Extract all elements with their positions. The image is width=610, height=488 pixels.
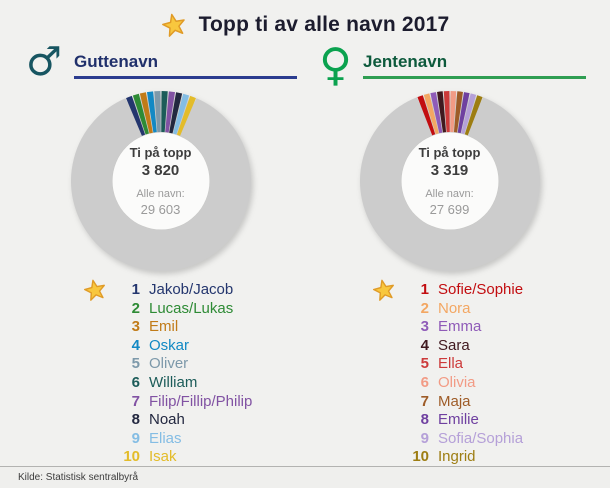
star-icon — [372, 279, 394, 301]
list-item: 7 Filip/Fillip/Philip — [116, 393, 305, 412]
name-label: Emilie — [438, 411, 479, 429]
list-item: 10 Ingrid — [405, 448, 594, 467]
girls-name-list: 1 Sofie/Sophie 2 Nora 3 Emma 4 Sara 5 Ella 6 Olivia… — [372, 279, 594, 467]
list-item: 5 Ella — [405, 355, 594, 374]
list-item: 2 Lucas/Lukas — [116, 300, 305, 319]
name-label: Sofia/Sophia — [438, 429, 524, 447]
name-label: Maja — [438, 392, 471, 410]
list-item: 10 Isak — [116, 448, 305, 467]
star-icon — [161, 13, 185, 37]
rank-number: 1 — [131, 281, 140, 298]
girls-donut: Ti på topp 3 319 Alle navn: 27 699 — [350, 85, 550, 277]
rank-number: 8 — [420, 411, 429, 429]
girls-header: Jentenavn — [363, 52, 586, 79]
title-row: Topp ti av alle navn 2017 — [0, 0, 610, 38]
boys-header: Guttenavn — [74, 52, 297, 79]
rank-number: 6 — [420, 373, 429, 391]
boys-section: ♂ Guttenavn Ti på topp 3 820 Alle navn: … — [16, 40, 305, 467]
chart-columns: ♂ Guttenavn Ti på topp 3 820 Alle navn: … — [0, 40, 610, 467]
boys-donut-chart — [70, 91, 251, 271]
girls-section: ♀ Jentenavn Ti på topp 3 319 Alle navn: … — [305, 40, 594, 467]
list-item: 1 Jakob/Jacob — [116, 281, 305, 300]
name-label: Nora — [438, 299, 471, 317]
rank-number: 8 — [131, 411, 140, 429]
name-label: William — [149, 373, 198, 391]
list-item: 9 Sofia/Sophia — [405, 430, 594, 449]
boys-rows: 1 Jakob/Jacob 2 Lucas/Lukas 3 Emil 4 Oskar 5 Oliv… — [116, 281, 305, 467]
name-label: Oliver — [149, 355, 189, 373]
rank-number: 7 — [131, 392, 140, 410]
list-item: 4 Oskar — [116, 337, 305, 356]
name-label: Emma — [438, 318, 482, 336]
name-label: Sofie/Sophie — [438, 281, 524, 298]
rank-number: 2 — [131, 299, 140, 317]
rank-number: 1 — [420, 281, 429, 298]
name-label: Ella — [438, 355, 464, 373]
name-label: Emil — [149, 318, 179, 336]
name-label: Lucas/Lukas — [149, 299, 234, 317]
name-label: Ingrid — [438, 448, 476, 466]
list-item: 6 Olivia — [405, 374, 594, 393]
source-note: Kilde: Statistisk sentralbyrå — [0, 466, 610, 488]
girls-donut-chart — [359, 91, 540, 271]
page-title: Topp ti av alle navn 2017 — [198, 13, 450, 36]
girls-rows: 1 Sofie/Sophie 2 Nora 3 Emma 4 Sara 5 Ella 6 Olivia… — [405, 281, 594, 467]
rank-number: 9 — [131, 429, 140, 447]
name-label: Jakob/Jacob — [149, 281, 234, 298]
female-icon: ♀ — [319, 38, 352, 91]
name-label: Filip/Fillip/Philip — [149, 392, 253, 410]
rank-number: 6 — [131, 373, 140, 391]
name-label: Olivia — [438, 373, 476, 391]
rank-number: 5 — [420, 355, 429, 373]
rank-number: 3 — [131, 318, 140, 336]
rank-number: 10 — [412, 448, 429, 466]
name-label: Sara — [438, 336, 470, 354]
list-item: 1 Sofie/Sophie — [405, 281, 594, 300]
list-item: 8 Noah — [116, 411, 305, 430]
rank-number: 2 — [420, 299, 429, 317]
list-item: 7 Maja — [405, 393, 594, 412]
list-item: 8 Emilie — [405, 411, 594, 430]
star-icon — [83, 279, 105, 301]
list-item: 2 Nora — [405, 300, 594, 319]
rank-number: 4 — [131, 336, 140, 354]
list-item: 3 Emil — [116, 318, 305, 337]
name-label: Oskar — [149, 336, 190, 354]
list-item: 3 Emma — [405, 318, 594, 337]
name-label: Noah — [149, 411, 185, 429]
name-label: Isak — [149, 448, 177, 466]
rank-number: 3 — [420, 318, 429, 336]
rank-number: 5 — [131, 355, 140, 373]
rank-number: 7 — [420, 392, 429, 410]
rank-number: 9 — [420, 429, 429, 447]
boys-donut: Ti på topp 3 820 Alle navn: 29 603 — [61, 85, 261, 277]
rank-number: 4 — [420, 336, 429, 354]
list-item: 6 William — [116, 374, 305, 393]
list-item: 5 Oliver — [116, 355, 305, 374]
male-icon: ♂ — [26, 39, 62, 85]
list-item: 9 Elias — [116, 430, 305, 449]
boys-name-list: 1 Jakob/Jacob 2 Lucas/Lukas 3 Emil 4 Oskar 5 Oliv… — [83, 279, 305, 467]
name-label: Elias — [149, 429, 182, 447]
rank-number: 10 — [123, 448, 140, 466]
list-item: 4 Sara — [405, 337, 594, 356]
